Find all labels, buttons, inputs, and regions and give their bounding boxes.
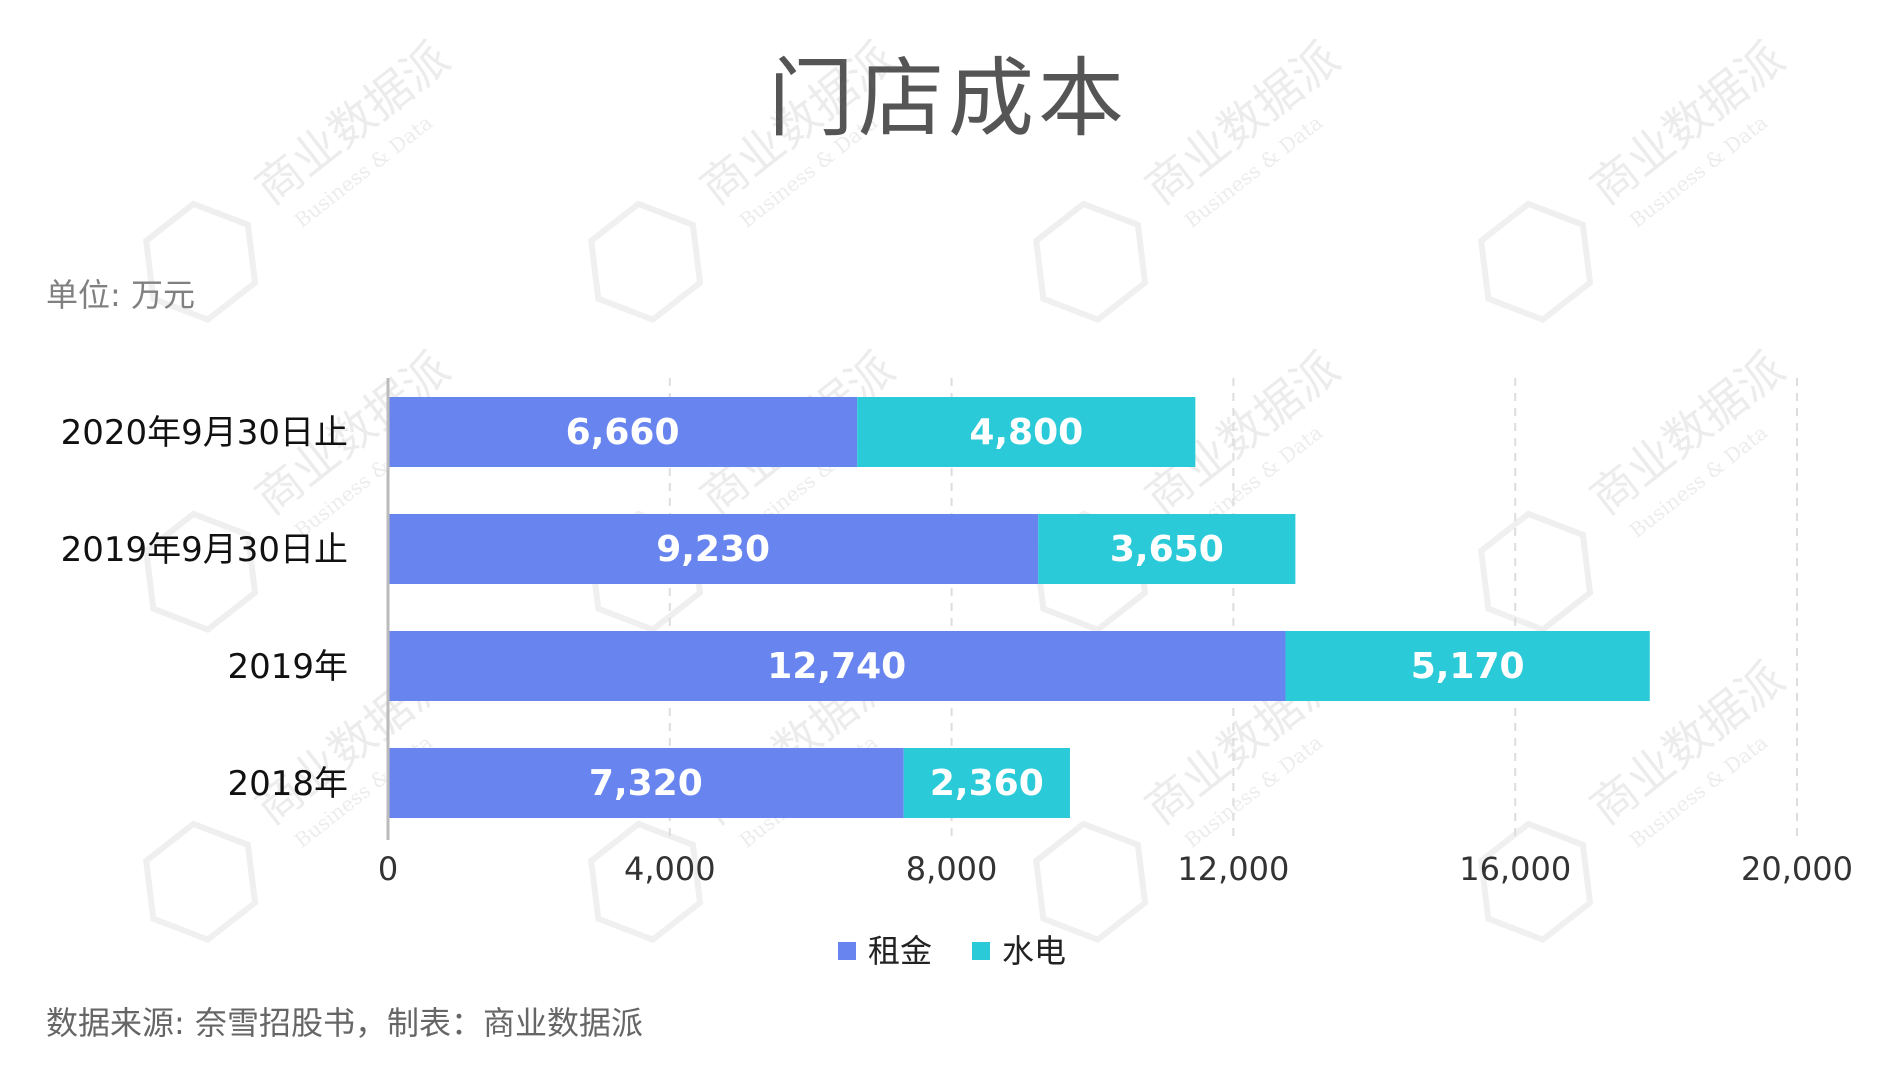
chart-title: 门店成本 xyxy=(768,49,1128,149)
y-category-label: 2018年 xyxy=(227,764,348,804)
x-tick-label: 0 xyxy=(378,850,398,888)
bar-value-label: 5,170 xyxy=(1411,646,1525,687)
watermark-logo-icon xyxy=(143,820,259,944)
x-tick-label: 20,000 xyxy=(1741,850,1853,888)
legend-swatch xyxy=(972,942,990,960)
x-tick-label: 12,000 xyxy=(1177,850,1289,888)
bar-value-label: 6,660 xyxy=(566,412,680,453)
bar-segment xyxy=(388,748,904,818)
y-category-label: 2019年 xyxy=(227,647,348,687)
bar-segment xyxy=(388,631,1286,701)
legend-swatch xyxy=(838,942,856,960)
watermark-logo-icon xyxy=(1478,200,1594,324)
bar-segment xyxy=(388,514,1039,584)
source-note: 数据来源: 奈雪招股书，制表：商业数据派 xyxy=(46,1004,643,1042)
watermark-logo-icon xyxy=(1478,820,1594,944)
bar-value-label: 2,360 xyxy=(930,763,1044,804)
bar-value-label: 7,320 xyxy=(589,763,703,804)
bars: 6,660 4,800 9,230 3,650 12,740 5,170 7,320 2,36… xyxy=(388,397,1650,818)
bar-segment xyxy=(903,748,1070,818)
y-category-label: 2020年9月30日止 xyxy=(61,413,348,453)
bar-value-label: 4,800 xyxy=(969,412,1083,453)
bar-value-label: 3,650 xyxy=(1110,529,1224,570)
bar-segment xyxy=(1285,631,1650,701)
watermark-logo-icon xyxy=(588,820,704,944)
unit-label: 单位: 万元 xyxy=(46,276,195,314)
legend-label: 水电 xyxy=(1002,932,1066,970)
bar-segment xyxy=(857,397,1196,467)
axes: 0 4,000 8,000 12,000 16,000 20,000 2020年9月30日止… xyxy=(61,378,1853,888)
bar-segment xyxy=(1038,514,1296,584)
y-category-label: 2019年9月30日止 xyxy=(61,530,348,570)
x-tick-label: 16,000 xyxy=(1459,850,1571,888)
x-tick-label: 4,000 xyxy=(624,850,716,888)
legend: 租金 水电 xyxy=(838,932,1066,970)
watermark-logo-icon xyxy=(1033,820,1149,944)
watermark-logo-icon xyxy=(1478,510,1594,634)
legend-label: 租金 xyxy=(868,932,932,970)
watermark-logo-icon xyxy=(1033,200,1149,324)
bar-value-label: 9,230 xyxy=(656,529,770,570)
bar-value-label: 12,740 xyxy=(767,646,906,687)
bar-segment xyxy=(388,397,858,467)
watermark-logo-icon xyxy=(588,200,704,324)
watermark-logo-icon xyxy=(143,510,259,634)
watermark-logo-icon xyxy=(143,200,259,324)
x-tick-label: 8,000 xyxy=(906,850,998,888)
